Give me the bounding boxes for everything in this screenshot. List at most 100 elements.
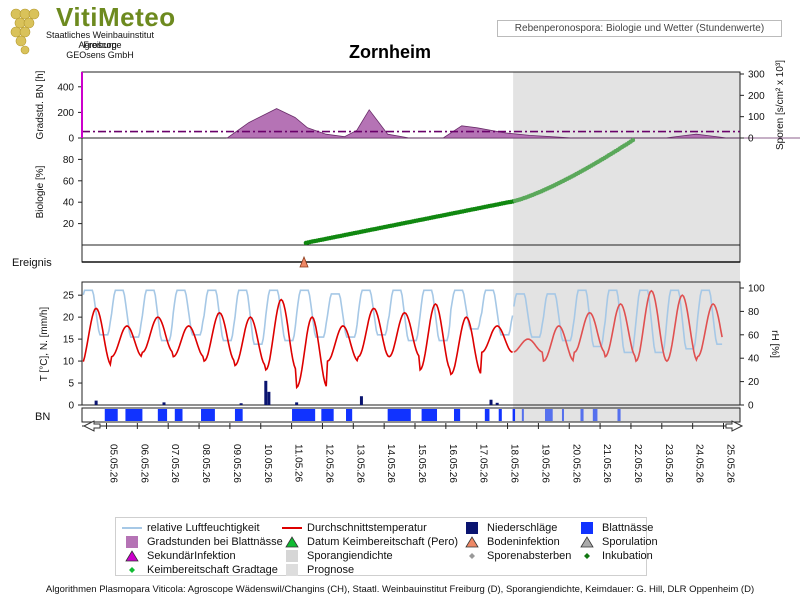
niederschlag-bar	[495, 402, 499, 405]
x-tick-label: 07.05.26	[169, 444, 180, 483]
sporen-y-tick-label: 300	[748, 70, 765, 81]
chart-subtitle: Rebenperonospora: Biologie und Wetter (S…	[497, 20, 782, 37]
rh-y-tick-label: 100	[748, 284, 765, 295]
legend-item: Sporulation	[576, 535, 658, 549]
legend-label: Prognose	[307, 564, 355, 576]
ereignis-label: Ereignis	[12, 257, 52, 269]
legend-symbol-icon	[461, 522, 483, 535]
sporen-y-tick-label: 0	[748, 134, 754, 145]
legend-label: Keimbereitschaft Gradtage	[147, 564, 278, 576]
blattnaesse-bar	[544, 409, 553, 421]
legend-symbol-icon	[121, 536, 143, 549]
legend-symbol-icon	[121, 564, 143, 576]
org-line-1: Staatliches Weinbauinstitut Freiburg	[46, 30, 154, 50]
blattnaesse-bar	[292, 409, 316, 421]
blattnaesse-bar	[484, 409, 490, 421]
org-line-2: Agroscope	[78, 40, 122, 50]
blattnaesse-bar	[157, 409, 168, 421]
grad-y-label: Gradstd. BN [h]	[35, 70, 46, 139]
inkubation-point	[630, 137, 636, 143]
legend-label: SekundärInfektion	[147, 550, 236, 562]
rh-y-tick-label: 80	[748, 307, 760, 318]
legend-item: Inkubation	[576, 549, 653, 563]
x-tick-label: 05.05.26	[108, 444, 119, 483]
sporen-y-tick-label: 200	[748, 91, 765, 102]
legend-item: Datum Keimbereitschaft (Pero)	[281, 535, 458, 549]
bio-y-tick-label: 80	[63, 155, 75, 166]
bn-label: BN	[35, 411, 50, 423]
legend-symbol-icon	[576, 536, 598, 548]
temp-y-tick-label: 0	[68, 401, 74, 412]
bodeninfektion-marker	[299, 255, 309, 268]
legend-item: Durchschnittstemperatur	[281, 521, 427, 535]
legend-item: SekundärInfektion	[121, 549, 236, 563]
blattnaesse-bar	[453, 409, 461, 421]
legend-item: Bodeninfektion	[461, 535, 560, 549]
niederschlag-bar	[264, 380, 268, 405]
temp-y-tick-label: 5	[68, 379, 74, 390]
blattnaesse-bar	[174, 409, 183, 421]
bio-y-tick-label: 20	[63, 219, 75, 230]
x-tick-label: 08.05.26	[200, 444, 211, 483]
blattnaesse-bar	[592, 409, 598, 421]
x-tick-label: 09.05.26	[231, 444, 242, 483]
blattnaesse-bar	[521, 409, 524, 421]
grad-y-tick-label: 400	[57, 82, 74, 93]
rh-y-label: rH [%]	[769, 330, 780, 358]
rh-y-tick-label: 0	[748, 401, 754, 412]
blattnaesse-bar	[346, 409, 353, 421]
grape-logo-icon	[10, 8, 40, 55]
temp-y-tick-label: 25	[63, 291, 75, 302]
x-tick-label: 21.05.26	[601, 444, 612, 483]
rh-y-tick-label: 20	[748, 377, 760, 388]
legend-label: relative Luftfeuchtigkeit	[147, 522, 260, 534]
legend-symbol-icon	[461, 536, 483, 548]
blattnaesse-bar	[321, 409, 334, 421]
legend-symbol-icon	[281, 536, 303, 548]
legend-item: Sporenabsterben	[461, 549, 571, 563]
legend-label: Durchschnittstemperatur	[307, 522, 427, 534]
panel-frame-bn	[81, 407, 741, 423]
scroll-left-icon[interactable]	[82, 420, 101, 432]
grad-y-tick-label: 0	[68, 134, 74, 145]
legend-item: Blattnässe	[576, 521, 653, 535]
niederschlag-bar	[267, 391, 271, 405]
legend-item: Sporangiendichte	[281, 549, 393, 563]
blattnaesse-bar	[512, 409, 516, 421]
footer-credits: Algorithmen Plasmopara Viticola: Agrosco…	[45, 584, 755, 595]
temp-y-tick-label: 20	[63, 313, 75, 324]
bio-y-label: Biologie [%]	[35, 165, 46, 218]
rh-y-tick-label: 40	[748, 354, 760, 365]
blattnaesse-bar	[125, 409, 143, 421]
chart-title: Zornheim	[348, 42, 431, 62]
x-tick-label: 18.05.26	[509, 444, 520, 483]
temperature-line	[82, 298, 513, 390]
legend-symbol-icon	[576, 550, 598, 562]
niederschlag-bar	[239, 403, 243, 405]
legend-label: Blattnässe	[602, 522, 654, 534]
brand-name: VitiMeteo	[56, 2, 176, 32]
x-tick-label: 06.05.26	[138, 444, 149, 483]
legend-symbol-icon	[576, 522, 598, 535]
legend-item: Prognose	[281, 563, 354, 577]
x-tick-label: 22.05.26	[632, 444, 643, 483]
legend-item: Gradstunden bei Blattnässe	[121, 535, 283, 549]
legend-item: relative Luftfeuchtigkeit	[121, 521, 260, 535]
x-tick-label: 25.05.26	[725, 444, 736, 483]
legend-symbol-icon	[121, 550, 143, 562]
legend-label: Sporangiendichte	[307, 550, 393, 562]
prognose-shade	[513, 72, 740, 422]
x-tick-label: 24.05.26	[694, 444, 705, 483]
scroll-right-icon[interactable]	[725, 420, 744, 432]
niederschlag-bar	[295, 402, 299, 405]
legend-label: Sporenabsterben	[487, 550, 572, 562]
legend-label: Gradstunden bei Blattnässe	[147, 536, 283, 548]
niederschlag-bar	[489, 399, 493, 405]
legend-symbol-icon	[281, 522, 303, 534]
grad-y-tick-label: 200	[57, 108, 74, 119]
temperature-line-prognose	[513, 289, 723, 363]
niederschlag-bar	[94, 400, 98, 405]
legend-symbol-icon	[281, 550, 303, 563]
blattnaesse-bar	[104, 409, 118, 421]
